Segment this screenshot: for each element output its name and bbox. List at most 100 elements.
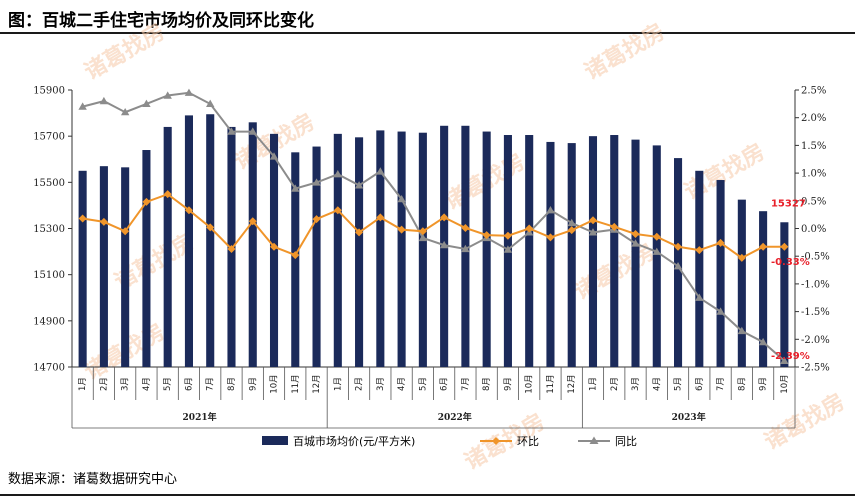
yoy-point	[78, 102, 87, 110]
left-tick-label: 15500	[33, 178, 65, 189]
yoy-point	[333, 170, 343, 178]
yoy-line	[82, 91, 786, 362]
month-label: 8月	[737, 377, 747, 391]
month-label: 10月	[270, 374, 280, 393]
bar-mark	[695, 170, 704, 367]
right-tick-label: -1.5%	[801, 307, 830, 318]
yoy-point	[716, 307, 725, 315]
mom-point	[652, 232, 661, 241]
bar-mark	[737, 199, 746, 367]
yoy-point	[354, 181, 364, 189]
right-tick-label: -1.0%	[801, 279, 830, 290]
yoy-point	[588, 228, 598, 236]
yoy-point	[461, 244, 470, 253]
month-label: 8月	[482, 377, 492, 391]
month-label: 6月	[695, 377, 705, 391]
month-label: 4月	[142, 377, 152, 391]
month-label: 11月	[546, 374, 556, 393]
month-label: 1月	[78, 377, 88, 391]
legend-label-bar: 百城市场均价(元/平方米)	[293, 434, 415, 448]
mom-point	[737, 253, 746, 262]
mom-point	[397, 225, 406, 234]
bar-mark	[142, 150, 151, 367]
mom-point	[461, 223, 470, 232]
month-label: 10月	[525, 374, 535, 393]
mom-point	[206, 223, 215, 232]
mom-point	[567, 226, 576, 235]
mom-point	[355, 228, 364, 237]
bar-mark	[312, 146, 321, 367]
yoy-point	[780, 356, 789, 365]
right-tick-label: 1.5%	[801, 141, 826, 152]
yoy-point	[206, 99, 215, 107]
mom-point	[503, 231, 512, 240]
yoy-point	[312, 178, 321, 186]
mom-point	[333, 206, 342, 215]
month-label: 3月	[121, 377, 131, 391]
month-label: 9月	[248, 377, 258, 391]
yoy-point	[227, 127, 236, 135]
right-tick-label: 0.5%	[801, 196, 826, 207]
annotation-mom: -0.33%	[771, 257, 810, 268]
yoy-point	[142, 99, 151, 107]
mom-point	[163, 190, 172, 199]
yoy-point	[376, 167, 385, 175]
year-label: 2021年	[183, 411, 217, 423]
bar-mark	[184, 115, 193, 368]
bar-mark	[525, 135, 534, 367]
watermark-text: 诸葛找房	[80, 19, 169, 86]
yoy-point	[695, 293, 704, 301]
bar-mark	[163, 126, 172, 367]
legend-label-mom: 环比	[517, 435, 539, 448]
month-label: 9月	[503, 377, 513, 391]
yoy-point	[397, 194, 406, 203]
month-label: 12月	[312, 374, 322, 393]
mom-point	[780, 242, 789, 251]
month-label: 2月	[355, 377, 365, 391]
legend-swatch-bar	[262, 436, 288, 445]
bar-mark	[376, 130, 385, 367]
bar-mark	[248, 122, 257, 367]
mom-point	[631, 230, 640, 239]
month-label: 7月	[716, 377, 726, 391]
bar-mark	[631, 139, 640, 367]
mom-point	[482, 231, 491, 240]
bar-mark	[418, 132, 427, 367]
bar-mark	[780, 222, 789, 367]
month-label: 1月	[588, 377, 598, 391]
annotation-yoy: -2.39%	[771, 351, 810, 362]
mom-point	[546, 233, 555, 242]
bar-mark	[716, 180, 725, 367]
annotation-price: 15327	[771, 198, 806, 209]
bottom-divider	[0, 494, 855, 496]
legend-label-yoy: 同比	[615, 435, 637, 448]
month-label: 5月	[163, 377, 173, 391]
mom-point	[78, 214, 87, 223]
data-source: 数据来源：诸葛数据研究中心	[8, 472, 178, 487]
bar-mark	[333, 133, 342, 367]
month-label: 6月	[184, 377, 194, 391]
yoy-point	[503, 245, 513, 253]
month-label: 7月	[461, 377, 471, 391]
mom-point	[716, 238, 725, 247]
left-tick-label: 15900	[33, 86, 65, 97]
right-tick-label: -2.0%	[801, 335, 830, 346]
mom-point	[525, 224, 534, 233]
month-label: 1月	[333, 377, 343, 391]
bar-mark	[482, 131, 491, 367]
bar-mark	[652, 145, 661, 367]
left-tick-label: 15100	[33, 270, 65, 281]
month-label: 12月	[567, 374, 577, 393]
left-tick-label: 15700	[33, 132, 65, 143]
month-label: 4月	[397, 377, 407, 391]
yoy-point	[758, 337, 768, 346]
chart-title: 图：百城二手住宅市场均价及同环比变化	[8, 11, 314, 31]
mom-point	[759, 242, 768, 251]
yoy-point	[120, 107, 130, 116]
month-label: 7月	[206, 377, 216, 391]
mom-point	[610, 222, 619, 231]
yoy-point	[546, 206, 555, 214]
bar-mark	[567, 143, 576, 367]
mom-line	[82, 193, 785, 260]
right-tick-label: 0.0%	[801, 224, 826, 235]
